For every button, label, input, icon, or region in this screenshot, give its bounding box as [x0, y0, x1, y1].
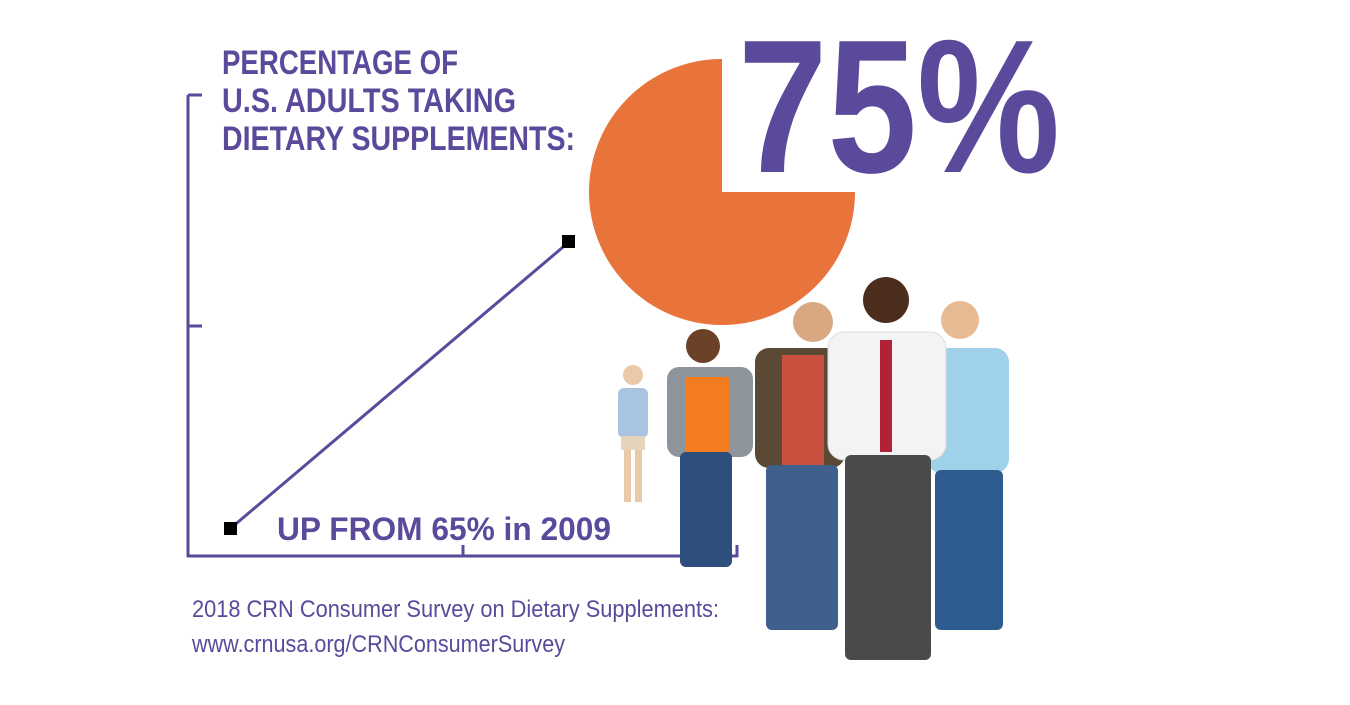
- title-line: U.S. ADULTS TAKING: [222, 82, 516, 120]
- pie-slice: [589, 59, 855, 325]
- person: [667, 329, 753, 567]
- marker: [224, 522, 237, 535]
- value-label: 75%: [738, 1, 1060, 213]
- frame: [186, 93, 739, 558]
- marker: [562, 235, 575, 248]
- person: [927, 301, 1009, 630]
- person: [618, 365, 648, 502]
- title-line: PERCENTAGE OF: [222, 44, 458, 82]
- title-line: DIETARY SUPPLEMENTS:: [222, 120, 575, 158]
- person: [755, 302, 845, 630]
- people: [618, 277, 1009, 660]
- annotation: UP FROM 65% in 2009: [277, 511, 611, 547]
- pie: [589, 59, 855, 325]
- source-line: 2018 CRN Consumer Survey on Dietary Supp…: [192, 596, 719, 623]
- source-line: www.crnusa.org/CRNConsumerSurvey: [191, 631, 565, 658]
- person: [827, 277, 947, 660]
